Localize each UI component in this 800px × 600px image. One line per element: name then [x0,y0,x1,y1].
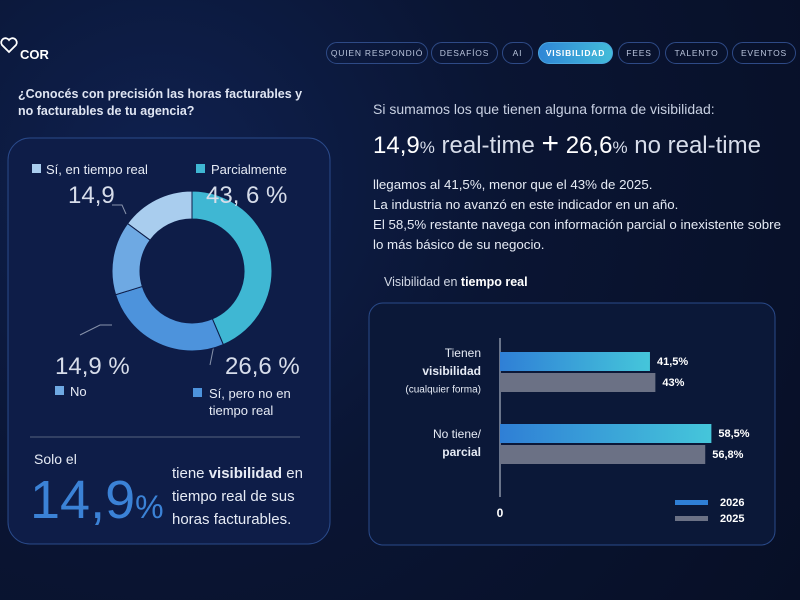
legend-swatch [32,164,41,173]
highlight-text: tiene visibilidad en tiempo real de sus … [172,462,322,531]
category-label: (cualquier forma) [405,385,481,396]
unit: % [612,138,628,157]
highlight-number: 14,9 [30,470,136,530]
value-label: 41,5% [657,356,688,368]
nav-tab[interactable]: AI [502,42,533,64]
value-label: 26,6 % [225,353,300,380]
summary-lines: llegamos al 41,5%, menor que el 43% de 2… [373,175,788,255]
text: real-time [434,132,542,159]
leader-line [112,204,127,215]
legend-label: Sí, pero no en tiempo real [209,386,291,418]
highlight-value: 14,9% [30,470,164,544]
line: llegamos al 41,5%, menor que el 43% de 2… [373,177,653,192]
nav-tab[interactable]: FEES [618,42,660,64]
donut-slice [111,222,151,296]
nav-tab[interactable]: VISIBILIDAD [538,42,613,64]
legend-swatch [196,164,205,173]
legend-label: 2026 [720,497,744,509]
bar [500,352,650,371]
unit: % [419,138,435,157]
logo: COR [20,47,49,62]
number: 26,6 [559,132,613,159]
highlight-intro: Solo el [34,451,77,467]
summary-lead: Si sumamos los que tienen alguna forma d… [373,101,715,117]
category-label: parcial [442,445,481,459]
legend-label: 2025 [720,513,744,525]
text-bold: tiempo real [460,275,528,289]
bar [500,424,712,443]
nav-tab[interactable]: DESAFÍOS [431,42,498,64]
text-bold: visibilidad [208,465,283,482]
number: 14,9 [373,132,420,159]
text: tiene [172,465,209,482]
nav-tab[interactable]: TALENTO [665,42,728,64]
legend-swatch [55,386,64,395]
value-label: 58,5% [718,428,749,440]
donut-slice [191,190,273,346]
category-label: visibilidad [422,364,481,378]
bar-title: Visibilidad en tiempo real [384,275,528,289]
legend-label: No [70,384,87,399]
legend-swatch [675,500,708,505]
category-label: Tienen [445,346,481,360]
bar [500,373,656,392]
value-label: 56,8% [712,449,743,461]
value-label: 14,9 % [55,353,130,380]
legend-label: Parcialmente [211,162,287,177]
leader-line [79,324,112,336]
logo-icon [0,37,18,54]
plus: + [541,127,560,160]
legend-label: Sí, en tiempo real [46,162,148,177]
legend-swatch [675,516,708,521]
highlight-unit: % [135,489,164,525]
summary-formula: 14,9% real-time + 26,6% no real-time [373,127,761,161]
nav-tab[interactable]: EVENTOS [732,42,796,64]
value-label: 14,9 [68,182,115,209]
line: El 58,5% restante navega con información… [373,217,782,252]
text: en tiempo real de sus horas facturables. [172,465,303,528]
bar [500,445,706,464]
value-label: 43% [662,377,684,389]
value-label: 43, 6 % [206,182,288,209]
nav-tab[interactable]: QUIEN RESPONDIÓ [326,42,428,64]
question: ¿Conocés con precisión las horas factura… [18,87,303,118]
legend-swatch [193,388,202,397]
text: Visibilidad en [384,275,461,289]
category-label: No tiene/ [433,427,482,441]
line: La industria no avanzó en este indicador… [373,197,679,212]
x-tick-label: 0 [497,506,504,520]
text: no real-time [627,132,761,159]
